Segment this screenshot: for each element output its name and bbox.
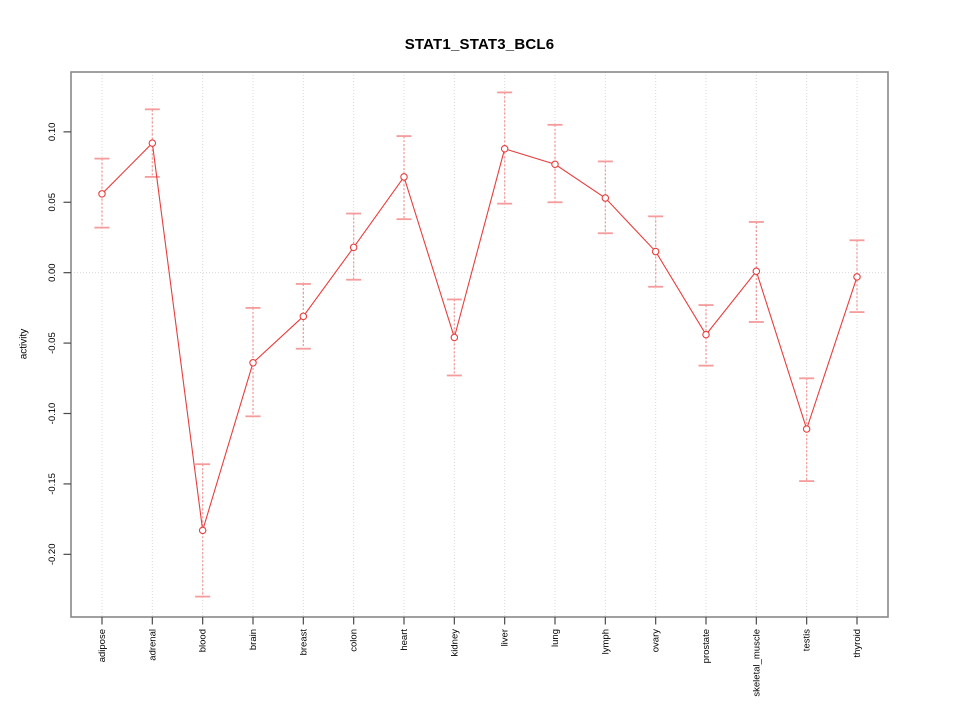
x-tick-label: adipose bbox=[97, 629, 108, 662]
x-tick-label: lung bbox=[550, 629, 561, 647]
data-point bbox=[853, 273, 861, 281]
data-point bbox=[349, 243, 358, 252]
data-point bbox=[551, 160, 559, 168]
data-point bbox=[500, 145, 509, 153]
data-point bbox=[148, 139, 157, 147]
y-tick-label: -0.05 bbox=[47, 332, 58, 354]
data-point bbox=[249, 359, 257, 367]
x-tick-label: blood bbox=[198, 629, 209, 652]
y-tick-label: 0.05 bbox=[47, 193, 58, 212]
series-line bbox=[101, 141, 858, 531]
x-tick-label: liver bbox=[500, 629, 511, 646]
x-tick-label: adrenal bbox=[147, 629, 158, 661]
x-tick-label: breast bbox=[298, 629, 309, 656]
chart-title: STAT1_STAT3_BCL6 bbox=[404, 36, 555, 53]
x-tick-label: colon bbox=[349, 629, 360, 652]
data-point bbox=[601, 194, 610, 202]
data-point bbox=[450, 333, 459, 342]
x-tick-label: ovary bbox=[651, 629, 662, 652]
x-tick-label: kidney bbox=[449, 629, 460, 657]
x-tick-label: prostate bbox=[701, 629, 712, 663]
data-point bbox=[702, 330, 710, 339]
x-tick-label: thyroid bbox=[852, 629, 863, 658]
plot-frame bbox=[70, 71, 889, 618]
data-point bbox=[651, 247, 660, 256]
y-tick-label: -0.10 bbox=[47, 403, 58, 425]
data-point bbox=[752, 267, 761, 276]
y-tick-label: 0.10 bbox=[47, 123, 58, 142]
x-tick-label: heart bbox=[399, 629, 410, 651]
data-point bbox=[802, 425, 811, 433]
data-point bbox=[98, 190, 106, 198]
x-tick-label: testis bbox=[802, 629, 813, 651]
y-tick-label: -0.15 bbox=[47, 473, 58, 495]
data-point bbox=[198, 526, 207, 535]
data-point bbox=[400, 173, 408, 181]
x-tick-label: lymph bbox=[600, 629, 611, 654]
y-tick-label: 0.00 bbox=[47, 263, 58, 282]
y-tick-label: -0.20 bbox=[47, 544, 58, 566]
x-tick-label: skeletal_muscle bbox=[751, 629, 762, 697]
x-tick-label: brain bbox=[248, 629, 259, 650]
data-point bbox=[299, 312, 308, 321]
